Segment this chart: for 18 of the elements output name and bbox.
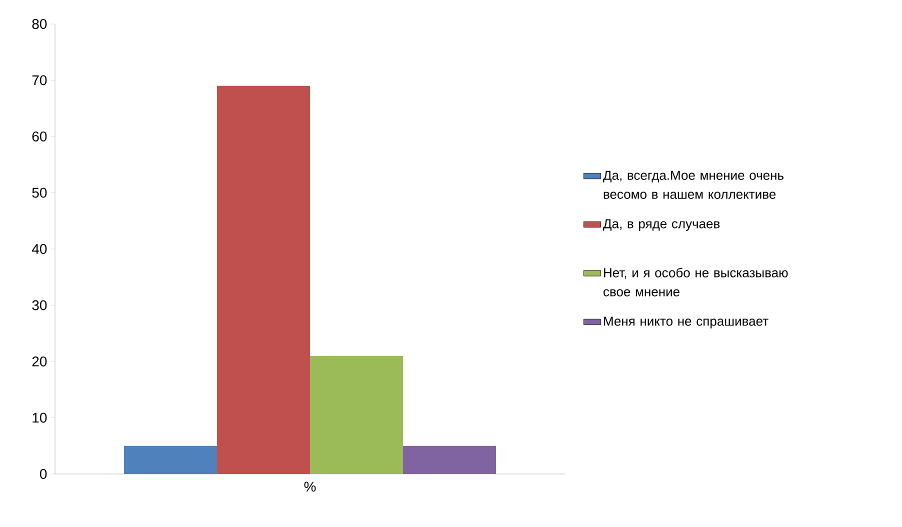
y-tick-label: 0 xyxy=(40,469,47,479)
y-tick-label: 10 xyxy=(32,412,47,423)
y-tick-label: 40 xyxy=(32,244,47,254)
y-tick-label: 70 xyxy=(32,75,47,86)
legend-label: Да, всегда.Мое мнение очень весомо в нашем коллективе xyxy=(603,170,784,199)
bar xyxy=(310,356,404,474)
bar xyxy=(217,86,310,474)
x-tick-label: % xyxy=(304,482,316,492)
legend-label: Меня никто не спрашивает xyxy=(604,316,768,328)
legend-label: Да, в ряде случаев xyxy=(603,219,720,231)
y-tick-label: 20 xyxy=(32,356,47,366)
y-tick-label: 50 xyxy=(32,188,47,198)
y-tick-label: 60 xyxy=(32,132,47,142)
y-tick-label: 30 xyxy=(32,300,47,310)
bar xyxy=(124,446,218,474)
y-tick-label: 80 xyxy=(32,19,47,29)
bar xyxy=(403,446,496,474)
legend-label: Нет, и я особо не высказываю свое мнение xyxy=(604,268,788,296)
